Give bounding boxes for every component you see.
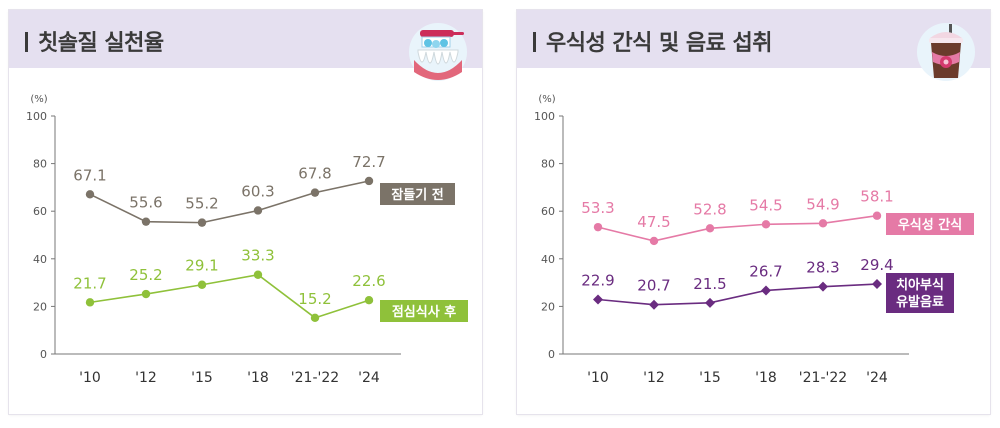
y-tick-label: 80: [33, 158, 47, 171]
y-tick-label: 0: [40, 348, 47, 361]
x-tick-label: '15: [699, 370, 721, 386]
panel-title: 우식성 간식 및 음료 섭취: [533, 25, 773, 57]
data-label: 21.7: [73, 274, 106, 292]
data-label: 52.8: [693, 200, 726, 218]
y-tick-label: 60: [541, 205, 555, 218]
panel-header: 우식성 간식 및 음료 섭취: [517, 10, 990, 81]
x-tick-label: '10: [587, 370, 609, 386]
data-point: [761, 220, 771, 229]
legend-label: 치아부식 유발음료: [896, 277, 944, 310]
data-point: [253, 270, 263, 279]
y-unit-label: (%): [30, 94, 47, 105]
brushing-rate-chart: (%) 0 20 40 60 80 100 '10 '12 '15 '18 '21-'22 '24 67.…: [26, 94, 468, 386]
data-label: 21.5: [693, 275, 726, 293]
x-tick-label: '24: [358, 370, 380, 386]
data-label: 20.7: [637, 277, 670, 295]
data-label: 25.2: [129, 266, 162, 284]
y-unit-label: (%): [538, 94, 555, 105]
soft-drink-icon: [916, 22, 976, 86]
series-line: [89, 273, 370, 319]
x-tick-label: '18: [247, 370, 269, 386]
data-point: [593, 222, 603, 232]
series-line: [597, 283, 878, 306]
data-label: 67.1: [73, 166, 106, 184]
x-tick-label: '12: [643, 370, 665, 386]
data-label: 53.3: [581, 199, 614, 217]
legend-box: [380, 183, 455, 205]
data-point: [818, 281, 828, 292]
x-tick-label: '21-'22: [291, 370, 339, 386]
legend-box: [380, 300, 468, 322]
panel-title-text: 칫솔질 실천율: [38, 31, 164, 56]
data-label: 55.2: [185, 195, 218, 213]
data-point: [253, 206, 263, 215]
legend-label: 잠들기 전: [391, 187, 443, 203]
y-tick-label: 20: [541, 300, 555, 313]
snack-drink-panel: 우식성 간식 및 음료 섭취 (%) 0 20 40 60 80 100 '10 '12 '15 '…: [517, 10, 990, 414]
data-point: [705, 297, 715, 308]
legend-label: 우식성 간식: [898, 217, 962, 233]
y-tick-label: 40: [541, 253, 555, 266]
series-line: [597, 214, 878, 242]
data-point: [649, 236, 659, 246]
data-point: [197, 280, 207, 289]
data-point: [649, 299, 659, 310]
data-label: 47.5: [637, 213, 670, 231]
data-point: [85, 298, 95, 307]
data-point: [818, 219, 828, 228]
tooth-brushing-icon: [408, 22, 468, 86]
data-point: [310, 313, 320, 323]
data-point: [364, 296, 374, 305]
brushing-rate-panel: 칫솔질 실천율 (%) 0 20 40 60 80 100 '10 '12 '15 '18 '21-'…: [9, 10, 482, 414]
data-point: [141, 217, 151, 226]
data-label: 67.8: [298, 165, 331, 183]
series-line: [89, 180, 370, 224]
data-label: 58.1: [860, 188, 893, 206]
data-point: [85, 190, 95, 199]
y-tick-label: 0: [548, 348, 555, 361]
data-point: [872, 279, 882, 290]
data-label: 60.3: [241, 182, 274, 200]
data-label: 29.1: [185, 257, 218, 275]
panel-title: 칫솔질 실천율: [25, 25, 164, 57]
data-point: [593, 294, 603, 305]
data-label: 29.4: [860, 256, 893, 274]
panel-title-text: 우식성 간식 및 음료 섭취: [546, 31, 773, 56]
data-label: 15.2: [298, 290, 331, 308]
y-tick-label: 40: [33, 253, 47, 266]
x-tick-label: '18: [755, 370, 777, 386]
snack-drink-chart: (%) 0 20 40 60 80 100 '10 '12 '15 '18 '21-'22 '24 53.…: [534, 94, 974, 386]
x-tick-label: '10: [79, 370, 101, 386]
data-point: [197, 218, 207, 227]
data-label: 54.9: [806, 195, 839, 213]
data-label: 55.6: [129, 194, 162, 212]
y-tick-label: 80: [541, 158, 555, 171]
legend-label: 점심식사 후: [392, 304, 456, 320]
y-tick-label: 100: [534, 110, 555, 123]
data-label: 54.5: [749, 196, 782, 214]
x-tick-label: '21-'22: [799, 370, 847, 386]
x-tick-label: '15: [191, 370, 213, 386]
x-tick-label: '12: [135, 370, 157, 386]
data-point: [705, 224, 715, 233]
y-tick-label: 60: [33, 205, 47, 218]
data-point: [310, 188, 320, 197]
data-label: 22.6: [352, 272, 385, 290]
data-label: 33.3: [241, 247, 274, 265]
panel-header: 칫솔질 실천율: [9, 10, 482, 81]
y-tick-label: 100: [26, 110, 47, 123]
data-point: [141, 289, 151, 299]
data-label: 28.3: [806, 259, 839, 277]
data-label: 26.7: [749, 262, 782, 280]
data-point: [872, 211, 882, 220]
data-label: 72.7: [352, 153, 385, 171]
data-point: [364, 176, 374, 186]
data-label: 22.9: [581, 271, 614, 289]
legend-box: [886, 213, 974, 235]
legend-box: [886, 273, 954, 313]
data-point: [761, 285, 771, 296]
x-tick-label: '24: [866, 370, 888, 386]
y-tick-label: 20: [33, 300, 47, 313]
